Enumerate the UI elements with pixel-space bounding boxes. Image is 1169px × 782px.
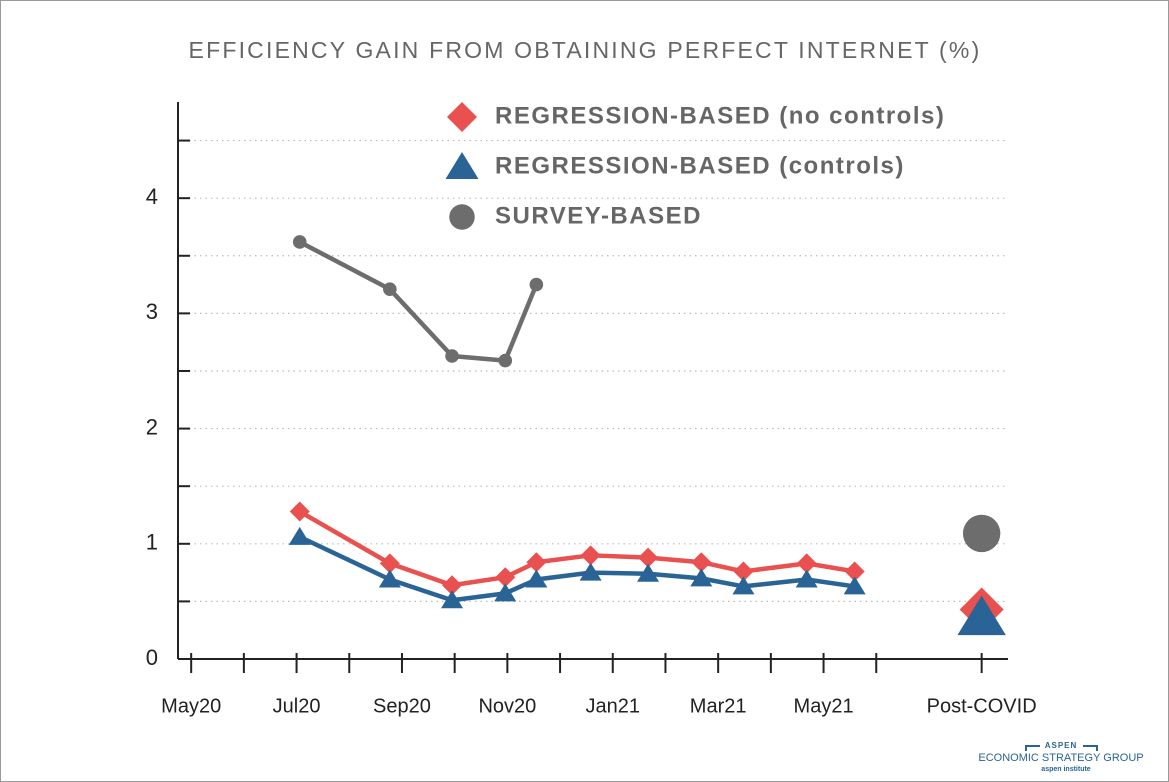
x-tick-label: Mar21 xyxy=(690,695,747,717)
x-tick-label: Jan21 xyxy=(586,695,641,717)
data-point xyxy=(637,563,660,582)
data-point xyxy=(289,501,310,522)
data-point xyxy=(442,575,463,596)
data-point xyxy=(525,569,548,588)
data-point xyxy=(691,552,712,573)
data-point xyxy=(445,349,459,363)
data-point xyxy=(498,353,513,368)
data-point xyxy=(379,553,400,574)
data-point xyxy=(441,590,464,609)
data-point xyxy=(292,235,307,249)
legend-marker xyxy=(445,152,479,179)
data-point xyxy=(579,562,602,581)
legend-marker xyxy=(449,204,475,230)
data-point xyxy=(383,282,397,296)
x-tick-label: Nov20 xyxy=(478,695,536,717)
data-point xyxy=(796,553,817,574)
y-tick-label: 0 xyxy=(146,645,158,670)
post-covid-point xyxy=(962,514,1001,553)
data-point xyxy=(580,545,601,566)
data-point xyxy=(495,567,516,588)
y-tick-label: 4 xyxy=(146,184,158,209)
post-covid-point xyxy=(957,595,1006,636)
data-point xyxy=(529,277,544,292)
x-tick-label: Sep20 xyxy=(373,695,431,717)
data-point xyxy=(288,526,311,545)
x-tick-label: Post-COVID xyxy=(927,695,1037,717)
y-tick-label: 1 xyxy=(146,530,158,555)
legend-label: REGRESSION-BASED (no controls) xyxy=(495,102,945,129)
data-point xyxy=(690,568,713,587)
logo-bracket xyxy=(1025,745,1098,751)
legend-marker xyxy=(447,102,477,132)
data-point xyxy=(526,552,547,573)
data-point xyxy=(638,547,659,568)
logo-main: ECONOMIC STRATEGY GROUP xyxy=(978,752,1143,764)
y-tick-label: 3 xyxy=(146,299,158,324)
data-point xyxy=(795,569,818,588)
data-point xyxy=(844,561,865,582)
legend-label: REGRESSION-BASED (controls) xyxy=(495,152,905,179)
chart-title: EFFICIENCY GAIN FROM OBTAINING PERFECT I… xyxy=(189,37,982,63)
logo-sub: aspen institute xyxy=(1041,766,1091,773)
logo: ASPEN ECONOMIC STRATEGY GROUP aspen inst… xyxy=(978,741,1143,773)
y-tick-label: 2 xyxy=(146,414,158,439)
x-tick-label: May20 xyxy=(161,695,221,717)
data-point xyxy=(732,576,755,595)
data-point xyxy=(494,583,517,602)
data-point xyxy=(843,576,866,595)
x-tick-label: Jul20 xyxy=(273,695,321,717)
data-point xyxy=(733,561,754,582)
x-tick-label: May21 xyxy=(794,695,854,717)
data-point xyxy=(378,569,401,588)
logo-top: ASPEN xyxy=(1045,741,1078,750)
legend-label: SURVEY-BASED xyxy=(495,202,702,229)
